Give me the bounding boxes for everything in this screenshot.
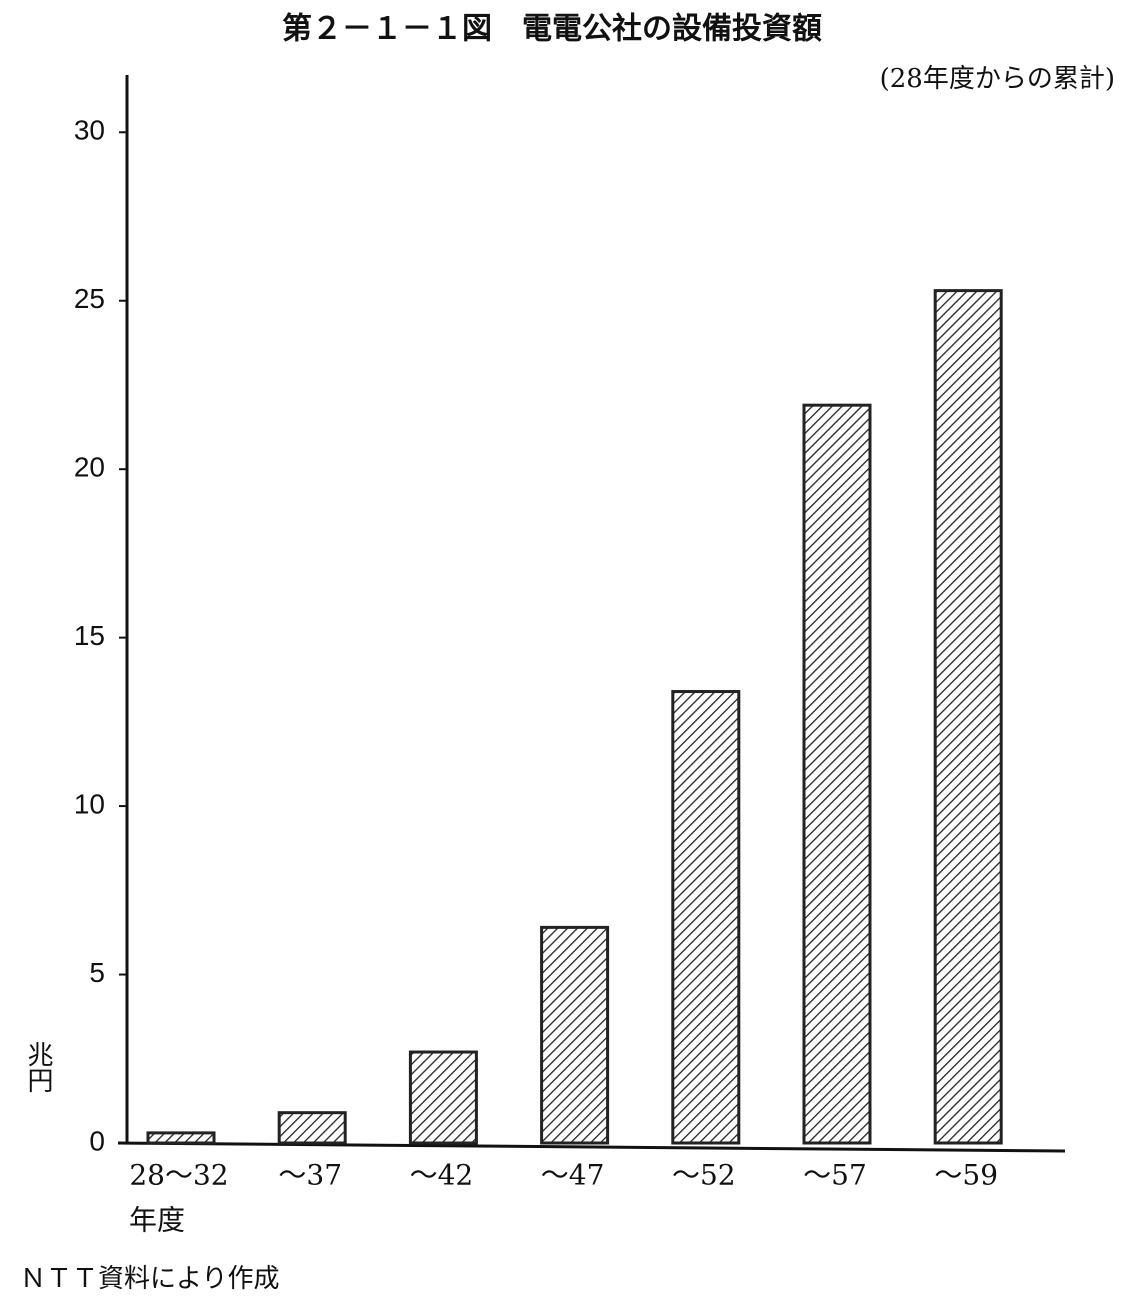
x-tick-label: ～59 [934, 1159, 998, 1192]
x-axis-label: 年度 [129, 1204, 185, 1237]
y-tick-label: 20 [74, 452, 105, 483]
chart-subtitle: (28年度からの累計) [880, 64, 1115, 94]
bar [540, 925, 610, 1145]
x-tick-label: ～47 [541, 1159, 605, 1192]
x-tick-label: ～42 [410, 1159, 474, 1192]
y-tick-label: 5 [89, 957, 105, 988]
y-tick-label: 30 [74, 115, 105, 146]
bar [408, 1050, 478, 1145]
x-axis [117, 1141, 1066, 1153]
bar [277, 1111, 347, 1145]
x-tick-label: ～52 [672, 1159, 736, 1192]
y-tick-label: 0 [89, 1125, 105, 1156]
y-tick-label: 25 [74, 283, 105, 314]
y-axis-label: 兆円 [23, 1041, 53, 1093]
bar [146, 1131, 216, 1145]
bar [802, 403, 872, 1145]
source-note: ＮＴＴ資料により作成 [20, 1264, 279, 1294]
y-tick-label: 10 [74, 788, 105, 819]
x-tick-label: ～57 [803, 1159, 867, 1192]
bar [933, 289, 1003, 1145]
x-tick-label: 28～32 [129, 1159, 228, 1192]
y-tick-label: 15 [74, 620, 105, 651]
x-tick-label: ～37 [278, 1159, 342, 1192]
bar [671, 690, 741, 1145]
chart-title: 第２－１－１図 電電公社の設備投資額 [282, 12, 822, 47]
